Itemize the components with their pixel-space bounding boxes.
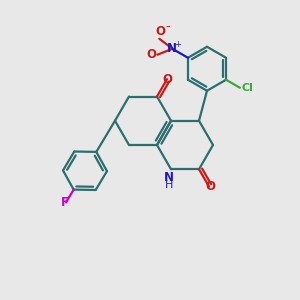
Text: H: H: [165, 180, 173, 190]
Text: O: O: [146, 48, 156, 61]
Text: F: F: [61, 196, 69, 209]
Text: Cl: Cl: [242, 83, 254, 93]
Text: O: O: [155, 25, 165, 38]
Text: N: N: [164, 171, 174, 184]
Text: O: O: [162, 73, 172, 86]
Text: +: +: [174, 40, 181, 49]
Text: O: O: [205, 180, 215, 193]
Text: -: -: [165, 20, 169, 33]
Text: N: N: [167, 42, 177, 55]
